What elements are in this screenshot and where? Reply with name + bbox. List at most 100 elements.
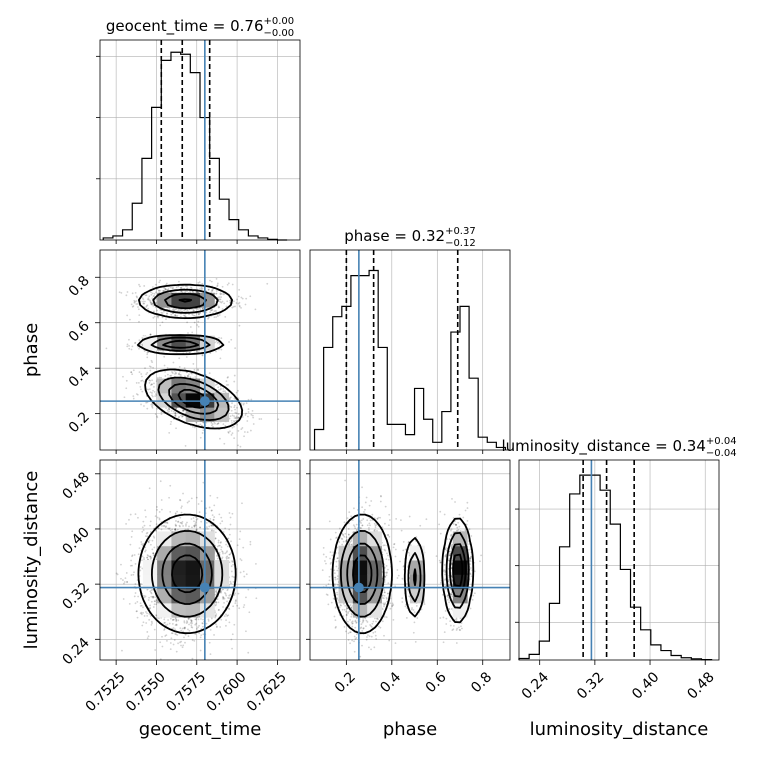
scatter-point xyxy=(228,597,231,600)
scatter-point xyxy=(156,377,159,379)
scatter-point xyxy=(155,603,158,606)
scatter-point xyxy=(228,341,230,343)
scatter-point xyxy=(222,531,225,533)
scatter-point xyxy=(148,613,151,615)
scatter-point xyxy=(225,613,227,616)
scatter-point xyxy=(129,513,132,516)
scatter-point xyxy=(176,314,179,317)
scatter-point xyxy=(155,380,158,383)
scatter-point xyxy=(175,524,178,527)
scatter-point xyxy=(220,618,223,621)
scatter-point xyxy=(128,518,130,521)
scatter-point xyxy=(222,423,225,426)
scatter-point xyxy=(220,301,223,304)
scatter-point xyxy=(232,580,235,583)
scatter-point xyxy=(165,634,168,637)
scatter-point xyxy=(139,285,141,288)
scatter-point xyxy=(179,374,182,376)
scatter-point xyxy=(177,373,180,376)
panel-title-lower: −0.12 xyxy=(445,238,476,249)
scatter-point xyxy=(149,543,152,546)
scatter-point xyxy=(217,609,220,612)
scatter-point xyxy=(226,615,229,617)
scatter-point xyxy=(220,548,223,551)
scatter-point xyxy=(170,313,173,316)
scatter-point xyxy=(201,307,204,310)
scatter-point xyxy=(208,641,211,644)
scatter-point xyxy=(212,524,214,527)
scatter-point xyxy=(135,300,138,302)
scatter-point xyxy=(205,622,208,625)
scatter-point xyxy=(242,570,245,573)
scatter-point xyxy=(221,285,224,288)
scatter-point xyxy=(221,308,224,310)
scatter-point xyxy=(164,635,167,637)
scatter-point xyxy=(234,599,237,601)
scatter-point xyxy=(192,309,195,311)
scatter-point xyxy=(233,374,236,377)
scatter-point xyxy=(181,664,183,666)
scatter-point xyxy=(174,415,177,417)
scatter-point xyxy=(125,379,128,382)
scatter-point xyxy=(207,317,209,320)
scatter-point xyxy=(231,414,234,417)
scatter-point xyxy=(175,372,178,375)
scatter-point xyxy=(174,315,177,317)
scatter-point xyxy=(194,623,197,626)
scatter-point xyxy=(154,306,157,309)
scatter-point xyxy=(230,409,233,412)
scatter-point xyxy=(215,614,217,617)
scatter-point xyxy=(118,291,121,294)
scatter-point xyxy=(175,618,178,621)
scatter-point xyxy=(174,527,177,530)
scatter-point xyxy=(190,626,193,628)
scatter-point xyxy=(146,637,149,640)
scatter-point xyxy=(148,379,151,381)
scatter-point xyxy=(230,338,233,341)
scatter-point xyxy=(147,388,150,391)
scatter-point xyxy=(135,303,138,305)
scatter-point xyxy=(166,367,169,369)
scatter-point xyxy=(170,374,173,377)
scatter-point xyxy=(163,629,166,631)
scatter-point xyxy=(155,291,157,294)
scatter-point xyxy=(175,620,178,623)
scatter-point xyxy=(240,428,243,430)
scatter-point xyxy=(171,287,174,290)
scatter-point xyxy=(142,300,144,303)
joint-geocent_time-phase xyxy=(99,249,301,451)
scatter-point xyxy=(188,373,190,376)
scatter-point xyxy=(146,631,149,633)
scatter-point xyxy=(174,628,176,631)
scatter-point xyxy=(215,623,217,626)
scatter-point xyxy=(237,302,240,305)
scatter-point xyxy=(202,618,204,621)
scatter-point xyxy=(147,298,150,301)
scatter-point xyxy=(197,325,200,328)
scatter-point xyxy=(227,431,230,434)
scatter-point xyxy=(224,315,227,318)
scatter-point xyxy=(181,291,184,294)
scatter-point xyxy=(151,392,153,394)
scatter-point xyxy=(216,285,219,288)
scatter-point xyxy=(244,414,247,416)
scatter-point xyxy=(151,379,154,382)
scatter-point xyxy=(153,603,156,606)
scatter-point xyxy=(230,406,233,408)
scatter-point xyxy=(163,289,166,292)
scatter-point xyxy=(149,590,152,593)
scatter-point xyxy=(122,579,124,581)
panel-title-geocent_time: geocent_time = 0.76+0.00−0.00 xyxy=(106,16,294,39)
scatter-point xyxy=(243,402,245,405)
scatter-point xyxy=(215,278,218,280)
scatter-point xyxy=(218,306,221,309)
truth-marker xyxy=(199,396,210,407)
scatter-point xyxy=(142,529,145,532)
scatter-point xyxy=(174,371,177,374)
scatter-point xyxy=(210,280,213,283)
scatter-point xyxy=(115,572,118,575)
scatter-point xyxy=(233,576,235,578)
scatter-point xyxy=(238,305,241,308)
scatter-point xyxy=(202,421,205,424)
scatter-point xyxy=(174,314,177,317)
